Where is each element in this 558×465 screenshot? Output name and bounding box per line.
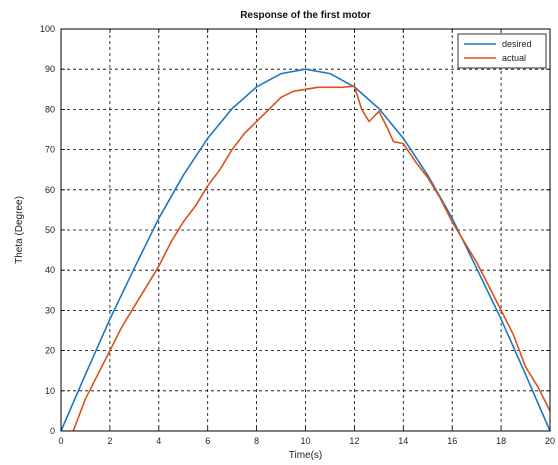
y-tick-label: 50 <box>45 225 55 235</box>
x-axis-title: Time(s) <box>289 450 323 461</box>
x-tick-label: 2 <box>107 436 112 446</box>
legend: desired actual <box>457 33 547 69</box>
series-line-desired <box>60 68 551 432</box>
x-tick-label: 10 <box>300 436 310 446</box>
legend-label-desired: desired <box>502 39 532 49</box>
x-tick-label: 4 <box>156 436 161 446</box>
x-tick-label: 12 <box>349 436 359 446</box>
y-axis-title: Theta (Degree) <box>14 196 25 264</box>
y-tick-label: 10 <box>45 386 55 396</box>
y-tick-label: 60 <box>45 185 55 195</box>
legend-label-actual: actual <box>502 53 526 63</box>
y-tick-label: 100 <box>40 24 55 34</box>
x-tick-label: 0 <box>58 436 63 446</box>
y-tick-label: 40 <box>45 265 55 275</box>
y-tick-label: 30 <box>45 305 55 315</box>
x-tick-label: 20 <box>545 436 555 446</box>
grid-lines <box>61 29 550 431</box>
legend-box <box>457 33 547 69</box>
x-tick-label: 16 <box>447 436 457 446</box>
y-tick-label: 70 <box>45 145 55 155</box>
x-tick-label: 6 <box>205 436 210 446</box>
series-line-actual <box>72 85 551 432</box>
y-tick-label: 80 <box>45 104 55 114</box>
y-tick-label: 90 <box>45 64 55 74</box>
x-tick-label: 8 <box>254 436 259 446</box>
series-group <box>60 68 551 432</box>
chart-title: Response of the first motor <box>240 10 371 21</box>
y-tick-label: 20 <box>45 346 55 356</box>
axis-ticks: 0 2 4 6 8 10 12 14 16 18 20 0 10 20 30 40 50 60 70 80 90 100 <box>40 24 555 446</box>
y-tick-label: 0 <box>50 426 55 436</box>
x-tick-label: 14 <box>398 436 408 446</box>
x-tick-label: 18 <box>496 436 506 446</box>
